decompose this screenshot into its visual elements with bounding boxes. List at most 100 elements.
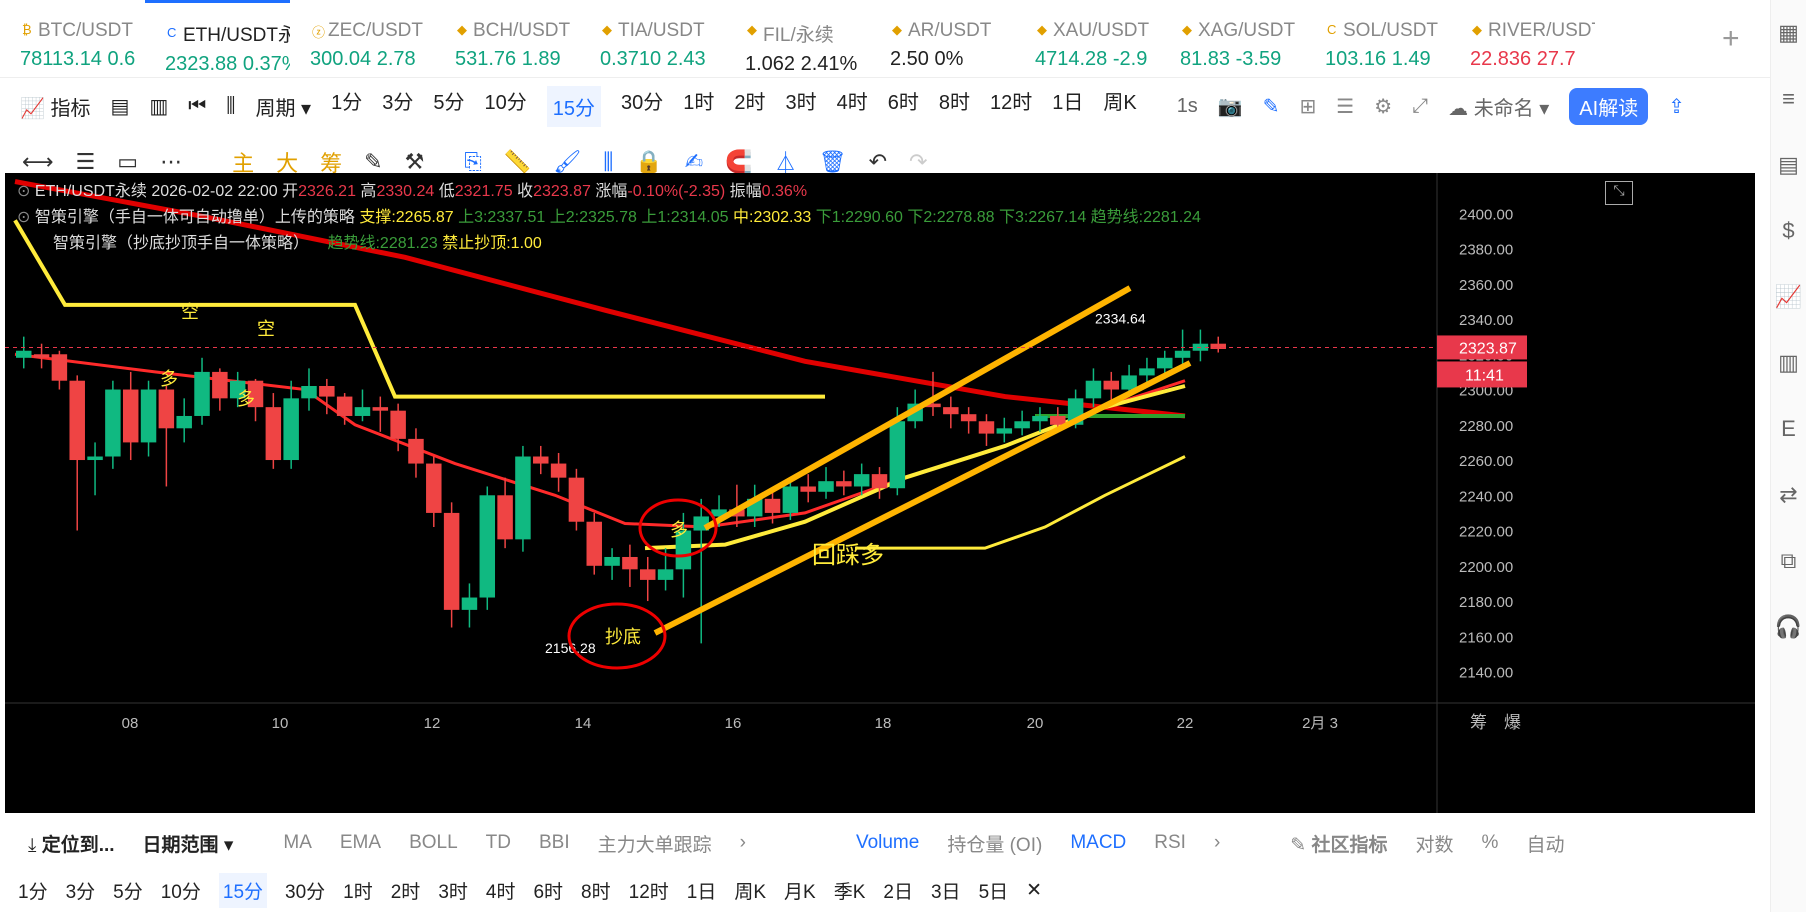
watchlist-icon[interactable]: ≡: [1782, 86, 1795, 111]
interval-2[interactable]: 5分: [433, 91, 465, 114]
interval-13[interactable]: 1日: [1052, 91, 1084, 114]
tab-rsi[interactable]: RSI: [1154, 832, 1186, 853]
interval-1[interactable]: 3分: [382, 91, 414, 114]
settings-icon[interactable]: ⚙: [1374, 95, 1393, 118]
tab-main-order[interactable]: 主力大单跟踪: [597, 834, 712, 856]
period-7[interactable]: 2时: [390, 881, 421, 903]
ticker-1[interactable]: C ETH/USDT永续 2323.88 0.37%: [145, 0, 290, 77]
fullscreen-icon[interactable]: ⤢: [1412, 94, 1429, 117]
period-3[interactable]: 10分: [160, 881, 201, 903]
grid-icon[interactable]: ▥: [149, 95, 169, 118]
bars-icon[interactable]: ⫼: [603, 149, 614, 174]
ticker-9[interactable]: C SOL/USDT 103.16 1.49: [1305, 0, 1450, 77]
date-range-dropdown[interactable]: 日期范围 ▾: [142, 834, 234, 856]
ticker-7[interactable]: ◆ XAU/USDT 4714.28 -2.9: [1015, 0, 1160, 77]
lock-icon[interactable]: 🔒: [635, 149, 663, 174]
candles-icon[interactable]: ▥: [1778, 350, 1799, 375]
ticker-10[interactable]: ◆ RIVER/USDT 22.836 27.7: [1450, 0, 1595, 77]
ticker-0[interactable]: ₿ BTC/USDT 78113.14 0.6: [0, 0, 145, 77]
interval-14[interactable]: 周K: [1103, 91, 1137, 114]
note-icon[interactable]: ✍: [684, 149, 704, 174]
period-2[interactable]: 5分: [113, 881, 143, 903]
layout-icon[interactable]: ▦: [1778, 20, 1799, 45]
interval-5[interactable]: 30分: [620, 91, 664, 114]
period-4[interactable]: 15分: [218, 872, 268, 908]
more-icon[interactable]: ⋯: [160, 149, 183, 174]
locate-button[interactable]: ⤓ 定位到...: [28, 834, 115, 856]
period-10[interactable]: 6时: [533, 881, 564, 903]
multi-line-icon[interactable]: ☰: [75, 149, 96, 174]
period-9[interactable]: 4时: [485, 881, 516, 903]
redo-icon[interactable]: ↷: [909, 149, 928, 174]
trash-icon[interactable]: 🗑: [818, 149, 847, 174]
period-19[interactable]: 5日: [978, 881, 1009, 903]
tab-macd[interactable]: MACD: [1070, 832, 1127, 853]
filter-icon[interactable]: ⏃: [774, 151, 797, 176]
ticker-3[interactable]: ◆ BCH/USDT 531.76 1.89: [435, 0, 580, 77]
chevron-right-icon[interactable]: ›: [739, 832, 746, 853]
add-ticker-icon[interactable]: +: [1722, 22, 1740, 55]
chip-button[interactable]: 筹: [320, 151, 343, 176]
interval-8[interactable]: 3时: [785, 91, 817, 114]
tab-td[interactable]: TD: [485, 832, 511, 853]
document-icon[interactable]: ▤: [1778, 152, 1799, 177]
period-18[interactable]: 3日: [930, 881, 961, 903]
tab-ma[interactable]: MA: [283, 832, 312, 853]
realtime-toggle[interactable]: 1s: [1176, 94, 1198, 117]
ruler-icon[interactable]: 📏: [503, 149, 532, 174]
interval-11[interactable]: 8时: [938, 91, 970, 114]
chevron-right-icon[interactable]: ›: [1213, 832, 1221, 853]
big-order-button[interactable]: 大: [276, 151, 299, 176]
candle-type-icon[interactable]: ⫼: [226, 94, 236, 117]
interval-12[interactable]: 12时: [989, 91, 1033, 114]
magnet-icon[interactable]: 🧲: [725, 149, 753, 174]
undo-icon[interactable]: ↶: [868, 149, 888, 174]
collapse-chart-icon[interactable]: ⤡: [1605, 181, 1633, 205]
period-5[interactable]: 30分: [285, 881, 326, 903]
dollar-icon[interactable]: $: [1782, 218, 1795, 243]
period-6[interactable]: 1时: [343, 881, 373, 903]
period-0[interactable]: 1分: [18, 881, 48, 903]
period-8[interactable]: 3时: [438, 881, 468, 903]
tab-volume[interactable]: Volume: [855, 832, 920, 853]
copy-icon[interactable]: ⎘: [464, 149, 482, 174]
interval-0[interactable]: 1分: [331, 91, 363, 114]
horizontal-line-icon[interactable]: ⟷: [22, 149, 54, 174]
rectangle-icon[interactable]: ▭: [117, 149, 139, 174]
tab-bbi[interactable]: BBI: [538, 832, 570, 853]
tab-oi[interactable]: 持仓量 (OI): [947, 834, 1043, 856]
period-16[interactable]: 季K: [833, 881, 866, 903]
swap-icon[interactable]: ⇄: [1779, 482, 1798, 507]
brush-icon[interactable]: 🖌: [553, 149, 582, 174]
period-1[interactable]: 3分: [65, 881, 96, 903]
period-13[interactable]: 1日: [686, 881, 717, 903]
period-15[interactable]: 月K: [784, 881, 816, 903]
support-icon[interactable]: 🎧: [1774, 614, 1803, 639]
camera-icon[interactable]: 📷: [1217, 95, 1243, 118]
interval-7[interactable]: 2时: [734, 91, 766, 114]
layout-name-dropdown[interactable]: ☁ 未命名 ▾: [1448, 97, 1550, 120]
interval-10[interactable]: 6时: [887, 91, 919, 114]
period-12[interactable]: 12时: [628, 881, 669, 903]
ticker-8[interactable]: ◆ XAG/USDT 81.83 -3.59: [1160, 0, 1305, 77]
period-11[interactable]: 8时: [581, 881, 611, 903]
interval-9[interactable]: 4时: [836, 91, 868, 114]
kline-chart[interactable]: 2400.002380.002360.002340.002320.002300.…: [5, 173, 1755, 813]
pen-icon[interactable]: ✎: [1262, 95, 1280, 118]
interval-6[interactable]: 1时: [683, 91, 715, 114]
community-indicator-button[interactable]: ✎ 社区指标: [1290, 834, 1388, 856]
ai-interpret-button[interactable]: AI解读: [1569, 87, 1649, 125]
percent-toggle[interactable]: %: [1481, 832, 1499, 853]
layout-icon[interactable]: ▤: [110, 95, 130, 118]
etf-icon[interactable]: E: [1781, 416, 1796, 441]
list-icon[interactable]: ☰: [1336, 95, 1355, 118]
ticker-5[interactable]: ◆ FIL/永续 1.062 2.41%: [725, 0, 870, 77]
indicator-button[interactable]: 📈 指标: [20, 97, 91, 120]
main-chart-button[interactable]: 主: [232, 151, 255, 176]
interval-3[interactable]: 10分: [484, 91, 527, 114]
close-icon[interactable]: ✕: [1026, 879, 1043, 901]
tab-boll[interactable]: BOLL: [409, 832, 458, 853]
chart-svg[interactable]: 2400.002380.002360.002340.002320.002300.…: [5, 173, 1755, 813]
replay-icon[interactable]: ⏮: [188, 94, 207, 117]
auto-toggle[interactable]: 自动: [1526, 834, 1565, 856]
